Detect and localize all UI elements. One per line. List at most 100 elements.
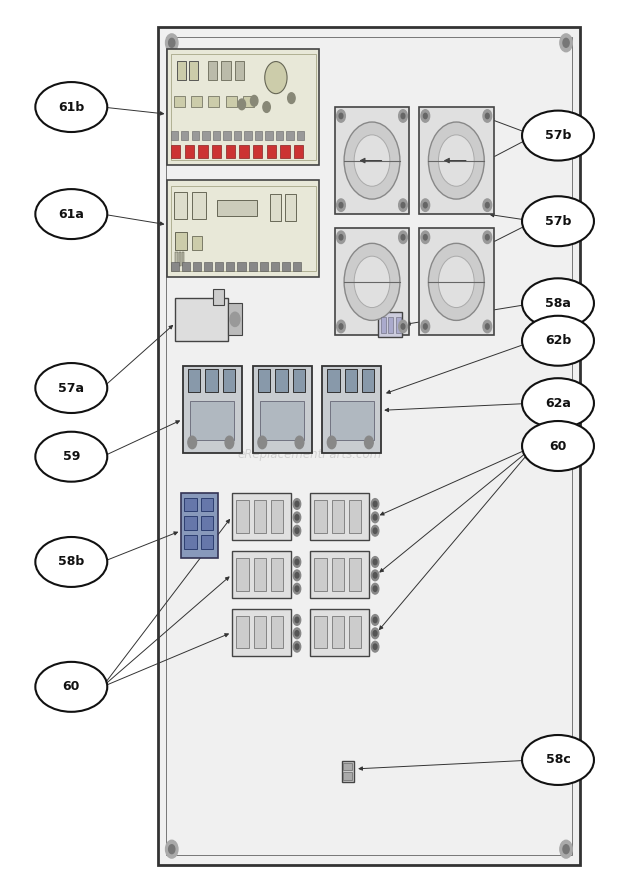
Bar	[181, 493, 218, 558]
Bar	[234, 131, 241, 140]
Bar	[345, 369, 357, 392]
Bar	[202, 131, 210, 140]
Text: 62a: 62a	[545, 397, 571, 409]
Bar	[294, 145, 303, 158]
Bar	[253, 145, 262, 158]
Circle shape	[373, 515, 377, 520]
Bar	[170, 262, 179, 271]
Ellipse shape	[522, 735, 594, 785]
Bar	[184, 498, 197, 511]
Bar	[310, 493, 369, 540]
Circle shape	[423, 324, 427, 329]
Circle shape	[166, 840, 178, 858]
Bar	[184, 535, 197, 549]
Circle shape	[421, 110, 430, 122]
Circle shape	[421, 199, 430, 211]
Bar	[249, 262, 257, 271]
Text: 61a: 61a	[58, 208, 84, 220]
Text: 57b: 57b	[545, 129, 571, 142]
Bar	[255, 131, 262, 140]
Circle shape	[295, 559, 299, 565]
Text: eReplacementParts.com: eReplacementParts.com	[238, 449, 382, 461]
Bar	[171, 54, 316, 160]
Ellipse shape	[354, 135, 390, 186]
Circle shape	[399, 110, 407, 122]
Ellipse shape	[522, 196, 594, 246]
Bar	[236, 616, 249, 648]
Bar	[327, 369, 340, 392]
Bar	[198, 145, 208, 158]
Text: 58a: 58a	[545, 297, 571, 310]
Bar	[314, 616, 327, 648]
Bar	[349, 558, 361, 591]
Circle shape	[288, 93, 295, 103]
Ellipse shape	[522, 421, 594, 471]
Bar	[310, 609, 369, 656]
Circle shape	[371, 583, 379, 594]
Circle shape	[373, 501, 377, 507]
Circle shape	[365, 436, 373, 449]
Circle shape	[371, 557, 379, 567]
Bar	[190, 401, 234, 440]
Circle shape	[169, 38, 175, 47]
Bar	[226, 145, 235, 158]
Bar	[193, 262, 201, 271]
Bar	[236, 500, 249, 533]
Ellipse shape	[428, 122, 484, 199]
Circle shape	[483, 199, 492, 211]
Text: 62b: 62b	[545, 334, 571, 347]
Circle shape	[238, 99, 246, 110]
Bar	[235, 61, 244, 80]
Bar	[171, 186, 316, 271]
Bar	[174, 96, 185, 107]
Bar	[254, 616, 266, 648]
Bar	[396, 317, 401, 333]
Circle shape	[337, 320, 345, 333]
Bar	[254, 558, 266, 591]
Ellipse shape	[438, 135, 474, 186]
Ellipse shape	[344, 244, 400, 320]
Circle shape	[169, 845, 175, 854]
Bar	[271, 262, 279, 271]
Circle shape	[293, 525, 301, 536]
Circle shape	[563, 845, 569, 854]
Circle shape	[295, 586, 299, 591]
Bar	[223, 369, 235, 392]
Bar	[332, 616, 344, 648]
Text: 58c: 58c	[546, 754, 570, 766]
Bar	[342, 761, 354, 782]
Circle shape	[399, 320, 407, 333]
Text: 60: 60	[63, 681, 80, 693]
Circle shape	[401, 202, 405, 208]
Bar	[232, 609, 291, 656]
Circle shape	[563, 38, 569, 47]
Bar	[181, 131, 188, 140]
Bar	[236, 558, 249, 591]
Bar	[223, 131, 231, 140]
Bar	[280, 145, 290, 158]
Ellipse shape	[344, 122, 400, 199]
Circle shape	[188, 436, 197, 449]
Circle shape	[293, 557, 301, 567]
Bar	[208, 96, 219, 107]
Bar	[270, 194, 281, 221]
Bar	[167, 49, 319, 165]
Circle shape	[421, 231, 430, 244]
Bar	[310, 551, 369, 598]
Bar	[177, 61, 186, 80]
Bar	[362, 369, 374, 392]
Bar	[349, 500, 361, 533]
Bar	[221, 61, 231, 80]
Circle shape	[295, 528, 299, 533]
Bar	[335, 107, 409, 214]
Bar	[239, 145, 249, 158]
Bar	[285, 194, 296, 221]
Circle shape	[371, 512, 379, 523]
Circle shape	[225, 436, 234, 449]
Bar	[167, 180, 319, 277]
Text: 59: 59	[63, 450, 80, 463]
Circle shape	[250, 95, 258, 106]
Circle shape	[371, 570, 379, 581]
Bar	[213, 289, 224, 305]
Bar	[213, 131, 220, 140]
